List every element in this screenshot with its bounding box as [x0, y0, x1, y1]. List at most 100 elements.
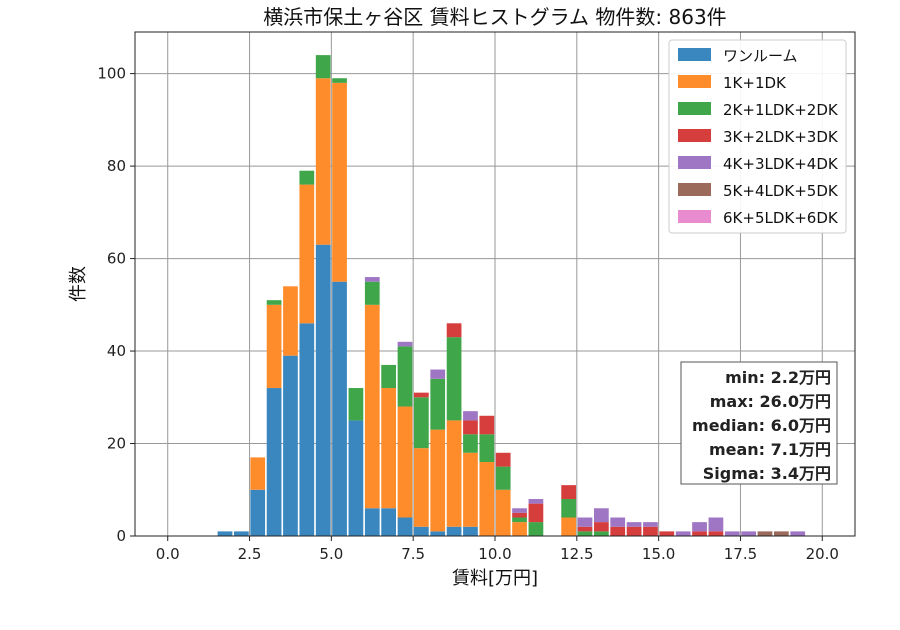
legend-swatch — [678, 156, 711, 169]
histogram-bar — [479, 415, 495, 435]
chart-legend: ワンルーム 1K+1DK 2K+1LDK+2DK 3K+2LDK+3DK 4K+3LDK… — [668, 39, 847, 234]
histogram-bar — [364, 508, 380, 536]
histogram-bar — [446, 323, 462, 338]
histogram-bar — [283, 286, 298, 356]
histogram-bar — [217, 531, 233, 536]
histogram-bar — [774, 531, 789, 536]
histogram-bar — [495, 489, 511, 536]
histogram-bar — [250, 489, 266, 536]
histogram-bar — [479, 434, 495, 463]
x-tick-label: 7.5 — [401, 545, 425, 563]
x-axis-label: 賃料[万円] — [452, 568, 538, 589]
legend-swatch — [678, 129, 711, 142]
histogram-bar — [381, 388, 396, 509]
legend-label: 4K+3LDK+4DK — [723, 155, 839, 173]
legend-label: ワンルーム — [723, 47, 798, 65]
x-tick-label: 17.5 — [724, 545, 757, 563]
histogram-bar — [561, 485, 576, 500]
legend-box — [668, 39, 847, 234]
histogram-bar — [626, 526, 642, 536]
histogram-bar — [414, 392, 429, 398]
histogram-bar — [430, 429, 446, 532]
histogram-bar — [397, 341, 413, 347]
histogram-bar — [315, 78, 331, 245]
histogram-bar — [348, 420, 364, 536]
histogram-bar — [414, 397, 429, 449]
histogram-bar — [414, 526, 429, 536]
histogram-bar — [577, 526, 593, 532]
y-tick-label: 80 — [107, 157, 126, 175]
histogram-bar — [675, 531, 691, 536]
histogram-bar — [299, 323, 315, 536]
legend-label: 3K+2LDK+3DK — [723, 128, 839, 146]
histogram-bar — [414, 448, 429, 527]
histogram-bar — [512, 512, 527, 518]
legend-label: 5K+4LDK+5DK — [723, 182, 839, 200]
legend-label: 6K+5LDK+6DK — [723, 209, 839, 227]
histogram-bar — [512, 517, 527, 523]
histogram-bar — [561, 517, 576, 536]
histogram-bar — [692, 531, 707, 536]
legend-label: 1K+1DK — [723, 74, 787, 92]
stats-line: Sigma: 3.4万円 — [703, 464, 831, 483]
histogram-bar — [643, 526, 658, 536]
histogram-bar — [659, 531, 675, 536]
histogram-bar — [610, 526, 626, 536]
histogram-bar — [364, 281, 380, 305]
histogram-bar — [463, 526, 478, 536]
histogram-bar — [512, 522, 527, 536]
histogram-bar — [528, 522, 544, 536]
histogram-bar — [463, 420, 478, 435]
legend-swatch — [678, 210, 711, 223]
y-axis-ticks: 0 20 40 60 80 100 — [97, 65, 135, 545]
stats-line: mean: 7.1万円 — [709, 440, 831, 459]
histogram-bar — [528, 503, 544, 523]
histogram-bar — [446, 526, 462, 536]
x-tick-label: 2.5 — [238, 545, 262, 563]
histogram-bar — [495, 466, 511, 490]
bar-stacks — [217, 55, 806, 536]
y-axis-label: 件数 — [68, 266, 89, 302]
histogram-bar — [610, 517, 626, 527]
histogram-bar — [708, 517, 724, 532]
stats-line: max: 26.0万円 — [710, 392, 831, 411]
histogram-bar — [692, 522, 707, 532]
legend-swatch — [678, 102, 711, 115]
legend-label: 2K+1LDK+2DK — [723, 101, 839, 119]
histogram-bar — [266, 304, 282, 389]
histogram-bar — [332, 82, 347, 282]
histogram-bar — [397, 517, 413, 536]
histogram-bar — [741, 531, 756, 536]
histogram-bar — [577, 531, 593, 536]
histogram-bar — [594, 531, 609, 536]
histogram-bar — [381, 508, 396, 536]
histogram-bar — [594, 508, 609, 523]
histogram-bar — [348, 388, 364, 421]
legend-swatch — [678, 183, 711, 196]
stats-frame — [680, 361, 838, 485]
histogram-bar — [397, 346, 413, 407]
histogram-bar — [315, 55, 331, 79]
stats-line: min: 2.2万円 — [725, 368, 831, 387]
y-tick-label: 0 — [116, 527, 126, 545]
histogram-bar — [643, 522, 658, 527]
histogram-bar — [364, 304, 380, 509]
histogram-bar — [757, 531, 773, 536]
histogram-bar — [315, 244, 331, 536]
x-tick-label: 5.0 — [319, 545, 343, 563]
histogram-bar — [381, 364, 396, 389]
histogram-bar — [528, 499, 544, 504]
histogram-bar — [430, 369, 446, 379]
histogram-bar — [364, 277, 380, 282]
y-tick-label: 40 — [107, 342, 126, 360]
chart-title: 横浜市保土ヶ谷区 賃料ヒストグラム 物件数: 863件 — [263, 5, 726, 29]
histogram-bar — [724, 531, 740, 536]
histogram-bar — [512, 508, 527, 513]
histogram-bar — [430, 378, 446, 430]
histogram-bar — [332, 281, 347, 536]
histogram-bar — [430, 531, 446, 536]
histogram-bar — [594, 522, 609, 532]
legend-swatch — [678, 48, 711, 61]
histogram-bar — [561, 499, 576, 518]
